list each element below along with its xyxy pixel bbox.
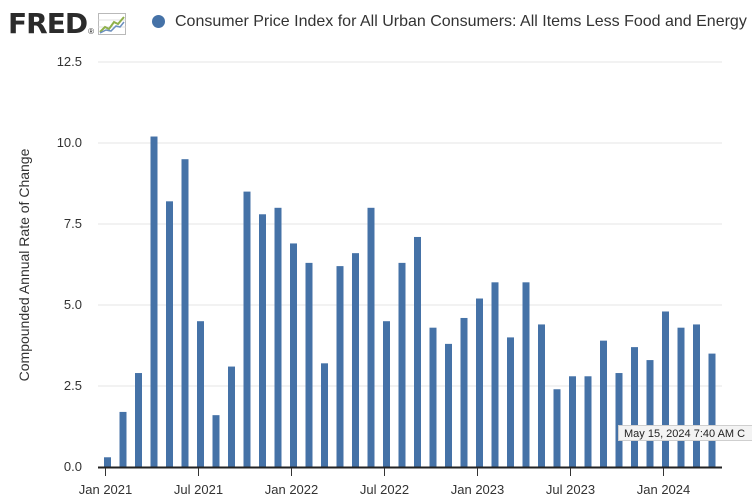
chart-bar[interactable]: [290, 243, 297, 467]
chart-bar[interactable]: [352, 253, 359, 467]
logo-text: FRED: [8, 7, 88, 40]
y-tick-label: 10.0: [57, 135, 82, 150]
series-title: Consumer Price Index for All Urban Consu…: [175, 13, 752, 30]
x-tick-label: Jan 2023: [451, 482, 505, 497]
logo-registered-mark: ®: [88, 27, 94, 36]
chart-bar[interactable]: [135, 373, 142, 467]
chart-bar[interactable]: [383, 321, 390, 467]
chart-bar[interactable]: [336, 266, 344, 467]
y-tick-label: 0.0: [64, 459, 82, 474]
chart-bar[interactable]: [321, 363, 328, 467]
chart-bar[interactable]: [476, 298, 483, 467]
chart-bar[interactable]: [600, 340, 607, 467]
x-tick-label: Jul 2023: [546, 482, 595, 497]
chart-bar[interactable]: [243, 191, 251, 467]
chart-bar[interactable]: [150, 136, 158, 467]
chart-bar[interactable]: [693, 324, 700, 467]
x-tick-label: Jan 2021: [79, 482, 133, 497]
y-tick-label: 5.0: [64, 297, 82, 312]
chart-bar[interactable]: [104, 457, 111, 467]
y-tick-label: 2.5: [64, 378, 82, 393]
x-tick-label: Jul 2021: [174, 482, 223, 497]
chart-bar[interactable]: [259, 214, 266, 467]
timestamp-tooltip: May 15, 2024 7:40 AM C: [618, 425, 752, 441]
chart-bar[interactable]: [522, 282, 530, 467]
legend-series-dot: [152, 15, 165, 28]
x-tick-label: Jan 2024: [637, 482, 691, 497]
chart-bar[interactable]: [367, 207, 375, 468]
chart-bar[interactable]: [584, 376, 592, 467]
chart-bar[interactable]: [274, 207, 282, 468]
chart-bar[interactable]: [181, 159, 189, 467]
chart-bar[interactable]: [646, 360, 654, 467]
chart-bar[interactable]: [708, 353, 716, 467]
chart-bar[interactable]: [212, 415, 220, 467]
x-tick-label: Jan 2022: [265, 482, 319, 497]
chart-bar[interactable]: [491, 282, 499, 467]
y-tick-label: 12.5: [57, 54, 82, 69]
y-tick-label: 7.5: [64, 216, 82, 231]
chart-bar[interactable]: [228, 366, 235, 467]
chart-bar[interactable]: [398, 262, 406, 467]
chart-bar[interactable]: [445, 343, 452, 467]
line-graph-icon: [97, 13, 126, 35]
y-axis-title: Compounded Annual Rate of Change: [16, 148, 32, 381]
chart-bar[interactable]: [615, 373, 623, 467]
chart-bar[interactable]: [197, 321, 204, 467]
chart-bar[interactable]: [553, 389, 561, 467]
chart-bar[interactable]: [677, 327, 685, 467]
chart-bar[interactable]: [631, 347, 638, 467]
chart-bar[interactable]: [507, 337, 514, 467]
chart-bar[interactable]: [538, 324, 545, 467]
chart-bar[interactable]: [414, 236, 421, 467]
chart-bar[interactable]: [429, 327, 437, 467]
x-tick-label: Jul 2022: [360, 482, 409, 497]
fred-logo[interactable]: FRED ®: [8, 8, 126, 40]
chart-bar[interactable]: [166, 201, 173, 467]
chart-header: FRED ® Consumer Price Index for All Urba…: [0, 0, 752, 44]
chart-bar[interactable]: [569, 376, 576, 467]
chart-bar[interactable]: [460, 317, 468, 467]
chart-bar[interactable]: [305, 262, 313, 467]
chart-bar[interactable]: [119, 411, 127, 467]
chart-bar[interactable]: [662, 311, 669, 467]
